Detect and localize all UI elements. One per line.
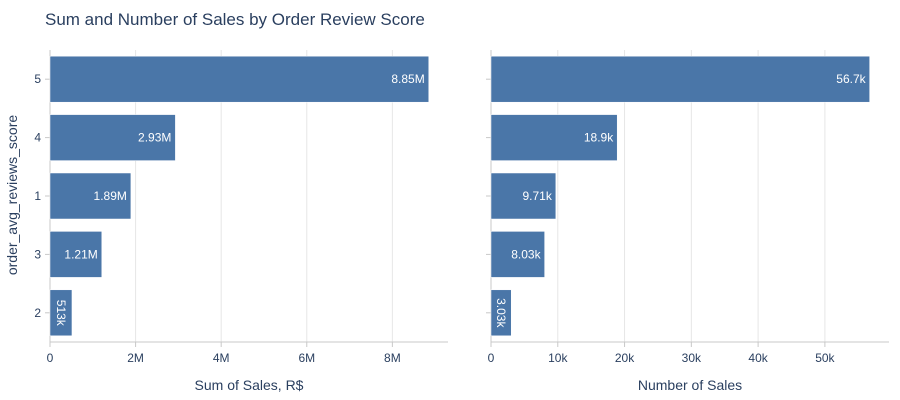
count-bar-score-2[interactable] <box>490 289 512 337</box>
sum-bar-score-3[interactable] <box>49 231 103 278</box>
sum-bar-label-4: 2.93M <box>138 131 171 145</box>
sum-bar-score-2[interactable] <box>49 289 73 337</box>
count-x-tick-label-3: 30k <box>682 351 702 365</box>
count-x-tick-label-1: 10k <box>548 351 568 365</box>
count-bar-score-1[interactable] <box>490 172 557 220</box>
y-tick-label-4: 4 <box>34 131 41 145</box>
count-x-tick-label-2: 20k <box>615 351 635 365</box>
count-bar-label-3: 8.03k <box>511 247 541 261</box>
y-tick-label-2: 2 <box>34 306 41 320</box>
sum-bar-score-4[interactable] <box>49 114 176 161</box>
y-tick-label-5: 5 <box>34 72 41 86</box>
y-axis-title: order_avg_reviews_score <box>4 115 20 276</box>
count-bar-label-4: 18.9k <box>584 131 614 145</box>
sum-bar-score-5[interactable] <box>49 55 429 103</box>
count-bar-label-1: 9.71k <box>522 189 552 203</box>
sum-x-tick-label-1: 2M <box>127 351 144 365</box>
count-bar-score-4[interactable] <box>490 114 618 161</box>
sum-of-sales-panel: 0 2M 4M 6M 8M Sum of Sales, R$ 5 8.85M 4 2.93M 1 1.… <box>34 50 448 393</box>
chart-title: Sum and Number of Sales by Order Review … <box>45 10 425 29</box>
sum-x-tick-label-4: 8M <box>384 351 401 365</box>
count-bar-label-5: 56.7k <box>836 72 866 86</box>
count-bar-label-2: 3.03k <box>494 298 508 328</box>
sum-bar-score-1[interactable] <box>49 172 132 220</box>
sum-x-axis-title: Sum of Sales, R$ <box>195 377 304 393</box>
sum-x-tick-label-0: 0 <box>47 351 54 365</box>
count-bar-score-5[interactable] <box>490 55 870 103</box>
count-x-tick-label-4: 40k <box>748 351 768 365</box>
count-x-tick-label-0: 0 <box>488 351 495 365</box>
number-of-sales-panel: 0 10k 20k 30k 40k 50k Number of Sales 56.7k 18.9… <box>486 50 889 393</box>
y-tick-label-3: 3 <box>34 247 41 261</box>
count-x-axis-title: Number of Sales <box>638 377 742 393</box>
sum-bar-label-1: 1.89M <box>94 189 127 203</box>
count-x-tick-label-5: 50k <box>815 351 835 365</box>
count-bar-score-3[interactable] <box>490 231 545 278</box>
sum-x-tick-label-3: 6M <box>298 351 315 365</box>
sum-x-tick-label-2: 4M <box>213 351 230 365</box>
sum-bar-label-3: 1.21M <box>64 247 97 261</box>
sum-bar-label-5: 8.85M <box>391 72 424 86</box>
sum-bar-label-2: 513k <box>54 300 68 327</box>
y-tick-label-1: 1 <box>34 189 41 203</box>
